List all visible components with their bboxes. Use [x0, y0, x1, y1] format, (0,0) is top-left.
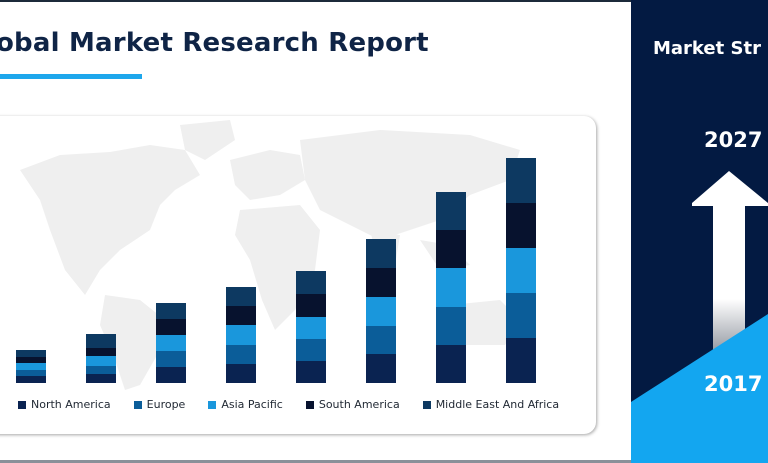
- legend-item-europe: Europe: [133, 398, 186, 411]
- segment-north-america: [156, 367, 186, 383]
- bar-3: [156, 303, 186, 383]
- segment-north-america: [366, 354, 396, 383]
- segment-south-america: [296, 294, 326, 317]
- legend-item-north-america: North America: [18, 398, 111, 411]
- legend-swatch: [18, 400, 26, 409]
- segment-middle-east-africa: [156, 303, 186, 319]
- segment-europe: [366, 326, 396, 354]
- segment-europe: [506, 293, 536, 338]
- segment-middle-east-africa: [86, 334, 116, 348]
- segment-north-america: [16, 376, 46, 383]
- arrow-up-icon: [692, 171, 768, 206]
- segment-north-america: [436, 345, 466, 383]
- segment-south-america: [86, 348, 116, 356]
- legend-item-south-america: South America: [305, 398, 400, 411]
- segment-asia-pacific: [506, 248, 536, 293]
- segment-europe: [226, 345, 256, 364]
- segment-asia-pacific: [156, 335, 186, 351]
- bar-4: [226, 287, 256, 383]
- legend-swatch: [208, 400, 217, 409]
- legend-swatch: [133, 400, 142, 409]
- bar-1: [16, 350, 46, 383]
- segment-europe: [16, 370, 46, 376]
- legend-swatch: [422, 400, 431, 409]
- segment-middle-east-africa: [296, 271, 326, 294]
- bar-8: [506, 158, 536, 383]
- segment-asia-pacific: [16, 363, 46, 370]
- segment-middle-east-africa: [436, 192, 466, 230]
- market-strength-panel: Market Str 2027 2017: [631, 0, 768, 463]
- segment-europe: [296, 339, 326, 361]
- segment-asia-pacific: [296, 317, 326, 339]
- segment-middle-east-africa: [226, 287, 256, 306]
- segment-south-america: [506, 203, 536, 248]
- legend-item-middle-east-africa: Middle East And Africa: [422, 398, 560, 411]
- segment-south-america: [436, 230, 466, 268]
- segment-south-america: [366, 268, 396, 297]
- page-title: obal Market Research Report: [0, 28, 429, 58]
- panel-title: Market Str: [653, 38, 761, 59]
- legend-label: Asia Pacific: [221, 398, 283, 411]
- growth-arrow-graphic: [631, 171, 768, 463]
- segment-europe: [436, 307, 466, 345]
- legend-swatch: [305, 400, 314, 409]
- segment-europe: [86, 366, 116, 374]
- bottom-border: [0, 460, 631, 463]
- segment-south-america: [226, 306, 256, 325]
- title-underline: [0, 74, 142, 79]
- legend-label: North America: [31, 398, 111, 411]
- bar-5: [296, 271, 326, 383]
- segment-asia-pacific: [226, 325, 256, 345]
- chart-legend: North America Europe Asia Pacific South …: [18, 398, 582, 411]
- legend-item-asia-pacific: Asia Pacific: [208, 398, 283, 411]
- segment-middle-east-africa: [506, 158, 536, 203]
- segment-middle-east-africa: [16, 350, 46, 357]
- bar-2: [86, 334, 116, 383]
- legend-label: Middle East And Africa: [435, 398, 560, 411]
- legend-label: Europe: [146, 398, 186, 411]
- segment-north-america: [226, 364, 256, 383]
- segment-asia-pacific: [366, 297, 396, 326]
- segment-south-america: [156, 319, 186, 335]
- segment-north-america: [506, 338, 536, 383]
- accent-wedge: [631, 314, 768, 463]
- segment-south-america: [16, 357, 46, 363]
- segment-north-america: [86, 374, 116, 383]
- bar-6: [366, 239, 396, 383]
- year-end-label: 2027: [704, 128, 763, 152]
- segment-north-america: [296, 361, 326, 383]
- segment-europe: [156, 351, 186, 367]
- legend-label: South America: [318, 398, 400, 411]
- year-start-label: 2017: [704, 372, 763, 396]
- segment-asia-pacific: [86, 356, 116, 366]
- top-border: [0, 0, 631, 2]
- segment-middle-east-africa: [366, 239, 396, 268]
- bar-7: [436, 192, 466, 383]
- segment-asia-pacific: [436, 268, 466, 307]
